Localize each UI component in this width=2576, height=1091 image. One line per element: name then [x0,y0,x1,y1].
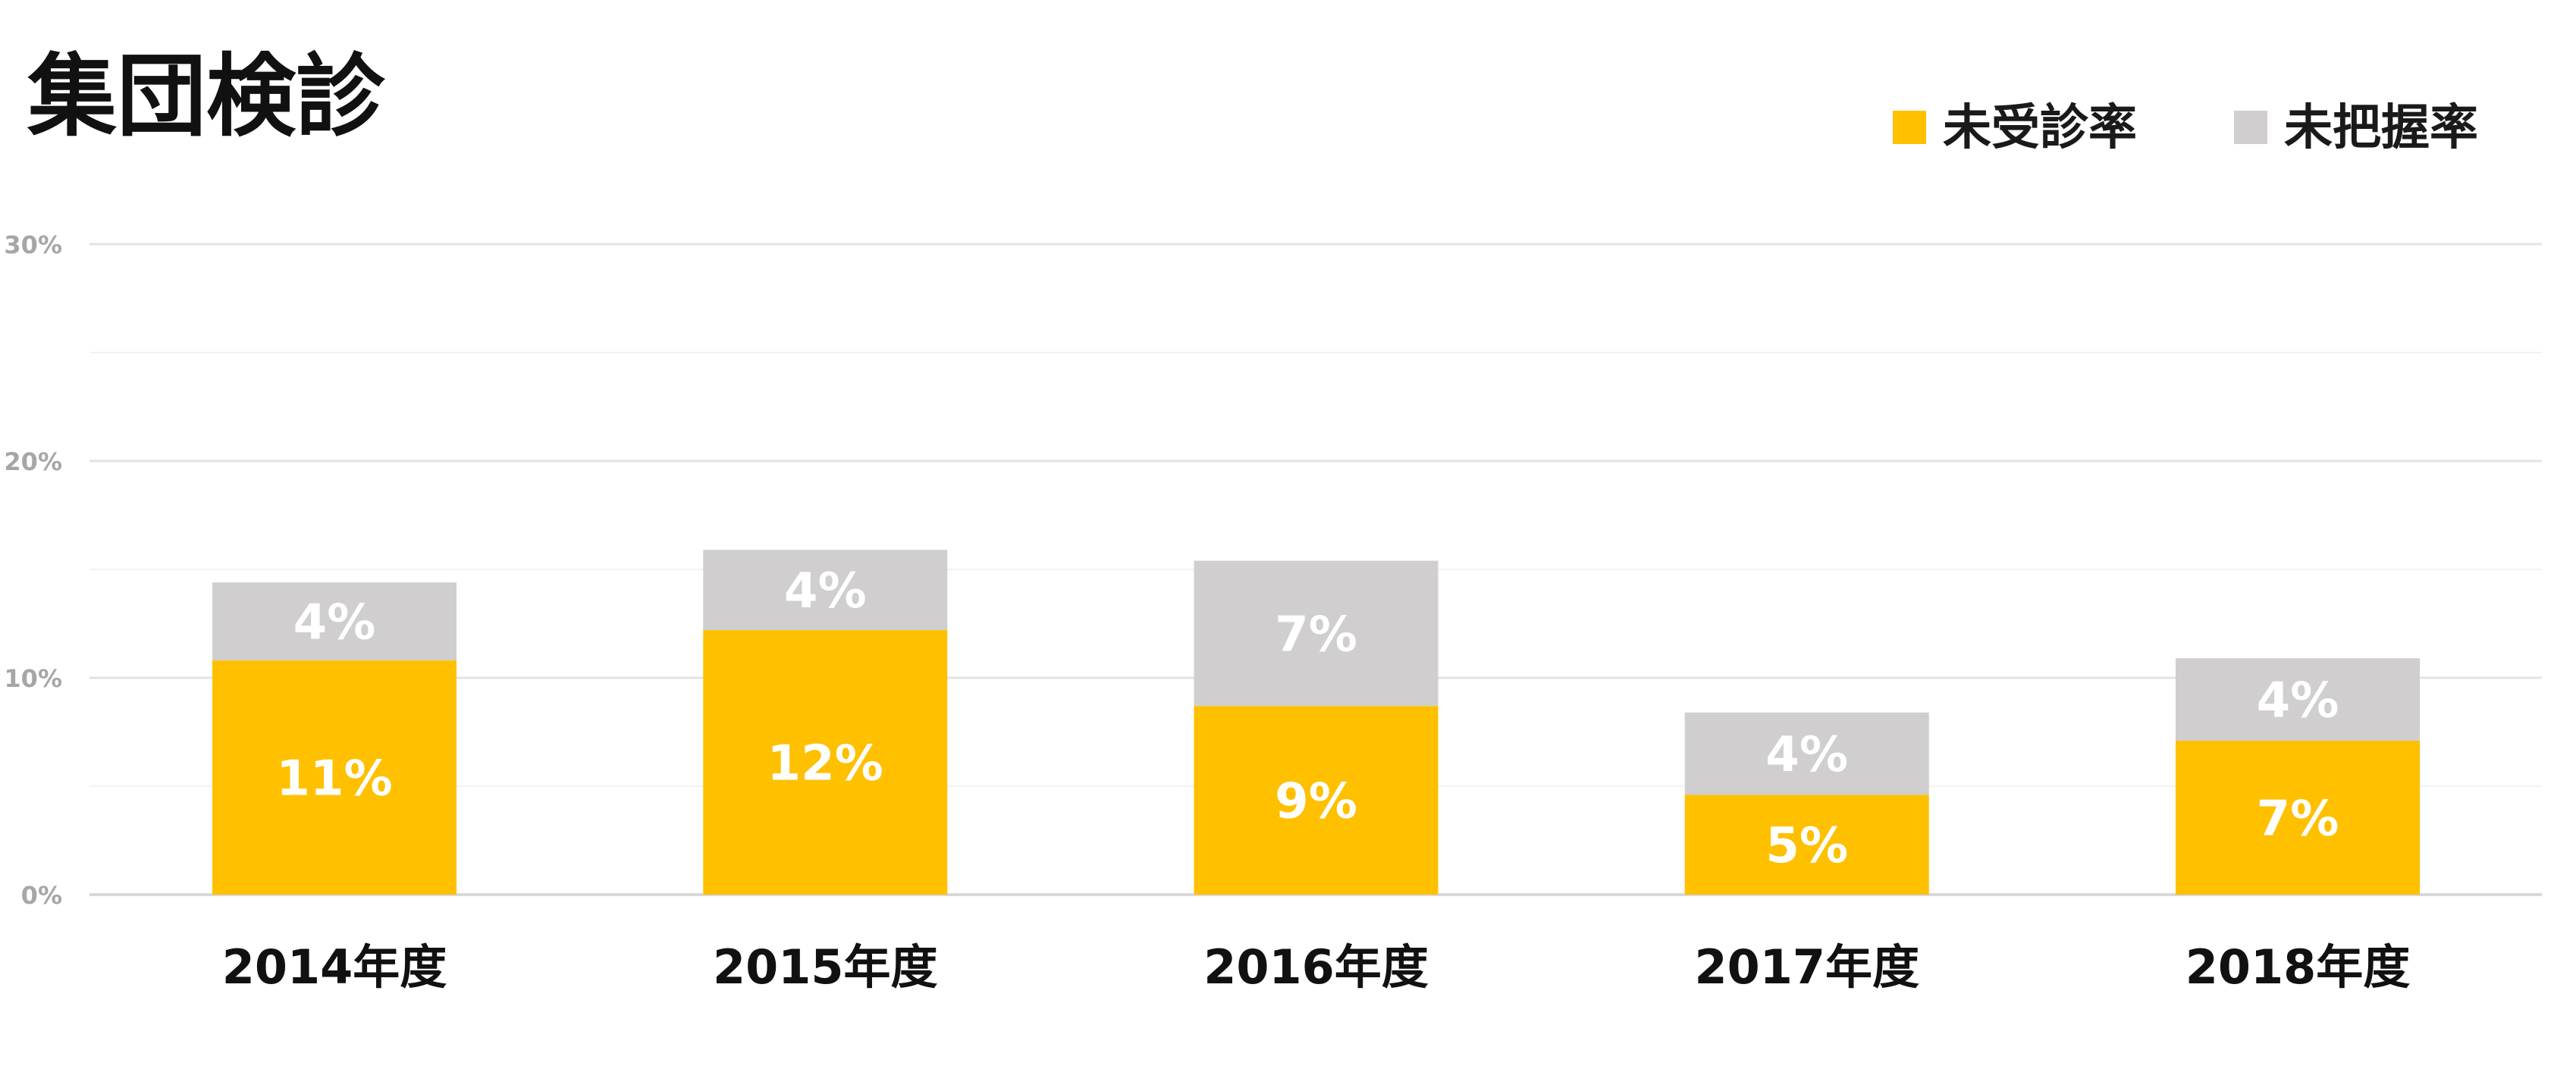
data-label-unscreened-0: 11% [276,751,392,807]
y-tick-label-2: 20% [4,447,62,476]
legend: 未受診率 未把握率 [1893,100,2478,156]
x-axis: 2014年度 2015年度 2016年度 2017年度 2018年度 [222,939,2411,995]
x-tick-label-1: 2015年度 [713,939,938,995]
x-tick-label-0: 2014年度 [222,939,447,995]
x-tick-label-3: 2017年度 [1694,939,1919,995]
y-tick-label-0: 0% [21,881,62,910]
data-label-unscreened-4: 7% [2257,791,2339,847]
bar-unknown-4 [2176,658,2420,741]
bars: 11% 4% 12% 4% 9% 7% 5% 4% 7% 4% [212,550,2420,895]
legend-swatch-0 [1893,111,1926,144]
x-tick-label-4: 2018年度 [2185,939,2411,995]
bar-unknown-3 [1684,712,1929,795]
bar-unscreened-1 [703,630,948,895]
bar-unknown-1 [703,550,948,631]
bar-unknown-0 [212,582,457,661]
y-axis: 0% 10% 20% 30% [4,230,62,910]
data-label-unscreened-2: 9% [1275,774,1357,830]
legend-label-1: 未把握率 [2284,100,2478,156]
bar-unscreened-3 [1684,795,1929,895]
data-label-unscreened-3: 5% [1765,818,1848,874]
data-label-unknown-4: 4% [2257,673,2339,729]
legend-label-0: 未受診率 [1943,100,2137,156]
bar-unscreened-4 [2176,740,2420,895]
bar-unscreened-0 [212,660,457,895]
data-label-unscreened-1: 12% [767,736,883,792]
data-label-unknown-0: 4% [293,595,376,651]
data-label-unknown-1: 4% [784,563,867,619]
y-tick-label-3: 30% [4,230,62,259]
x-tick-label-2: 2016年度 [1203,939,1429,995]
y-tick-label-1: 10% [4,664,62,693]
data-label-unknown-3: 4% [1765,727,1848,783]
chart-title: 集団検診 [27,44,386,149]
legend-swatch-1 [2234,111,2267,144]
data-label-unknown-2: 7% [1275,607,1357,663]
bar-unscreened-2 [1194,706,1439,895]
bar-unknown-2 [1194,560,1439,707]
